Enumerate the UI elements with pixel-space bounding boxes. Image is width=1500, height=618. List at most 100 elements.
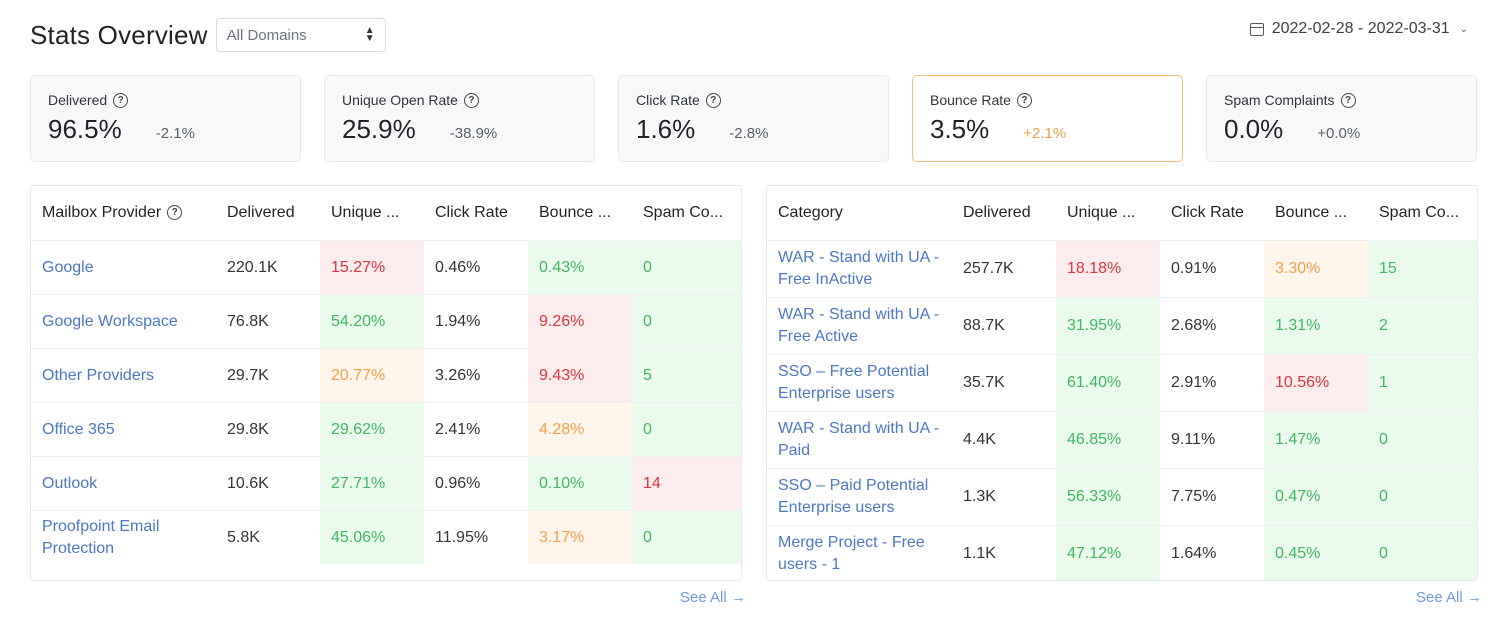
spam-cell: 14 (632, 456, 741, 511)
table-row: WAR - Stand with UA - Free InActive 257.… (767, 240, 1477, 298)
table-row: Google Workspace 76.8K 54.20% 1.94% 9.26… (31, 294, 741, 349)
delivered-cell: 10.6K (216, 456, 320, 511)
delivered-cell: 35.7K (952, 354, 1056, 412)
help-icon[interactable]: ? (463, 92, 479, 108)
card-label-row: Bounce Rate ? (930, 92, 1165, 108)
chevron-down-icon: ⌄ (1459, 23, 1468, 35)
help-icon[interactable]: ? (167, 205, 183, 221)
card-spam-complaints[interactable]: Spam Complaints ? 0.0% +0.0% (1206, 75, 1477, 162)
card-label: Click Rate (636, 92, 700, 108)
category-link[interactable]: Merge Project - Free users - 1 (767, 525, 952, 580)
category-link[interactable]: WAR - Stand with UA - Paid (767, 411, 952, 469)
help-icon[interactable]: ? (705, 92, 721, 108)
see-all-categories-link[interactable]: See All → (1416, 589, 1482, 606)
column-header[interactable]: Mailbox Provider? (31, 186, 216, 241)
open-rate-cell: 18.18% (1056, 240, 1160, 298)
column-header[interactable]: Unique ... (331, 204, 400, 221)
click-rate-cell: 2.41% (424, 402, 528, 457)
category-link[interactable]: SSO – Free Potential Enterprise users (767, 354, 952, 412)
delivered-cell: 5.8K (216, 510, 320, 564)
click-rate-cell: 1.94% (424, 294, 528, 349)
column-header[interactable]: Unique ... (1067, 204, 1136, 221)
card-unique-open-rate[interactable]: Unique Open Rate ? 25.9% -38.9% (324, 75, 595, 162)
card-values: 96.5% -2.1% (48, 114, 283, 145)
open-rate-cell: 61.40% (1056, 354, 1160, 412)
delivered-cell: 29.7K (216, 348, 320, 403)
card-change: +0.0% (1317, 125, 1361, 142)
spam-cell: 5 (632, 348, 741, 403)
column-header[interactable]: Bounce ... (539, 204, 612, 221)
click-rate-cell: 9.11% (1160, 411, 1264, 469)
column-header[interactable]: Spam Co... (1379, 204, 1460, 221)
provider-link[interactable]: Outlook (31, 456, 216, 511)
card-value: 1.6% (636, 114, 696, 144)
delivered-cell: 220.1K (216, 240, 320, 295)
help-icon[interactable]: ? (1340, 92, 1356, 108)
category-link[interactable]: WAR - Stand with UA - Free Active (767, 297, 952, 355)
card-change: -38.9% (449, 125, 498, 142)
card-value: 3.5% (930, 114, 990, 144)
provider-link[interactable]: Other Providers (31, 348, 216, 403)
provider-link[interactable]: Office 365 (31, 402, 216, 457)
provider-link[interactable]: Google (31, 240, 216, 295)
open-rate-cell: 45.06% (320, 510, 424, 564)
column-header[interactable]: Category (778, 204, 843, 221)
date-range-picker[interactable]: 2022-02-28 - 2022-03-31 ⌄ (1249, 20, 1468, 38)
help-icon[interactable]: ? (1016, 92, 1032, 108)
open-rate-cell: 31.95% (1056, 297, 1160, 355)
column-header[interactable]: Delivered (227, 204, 295, 221)
click-rate-cell: 2.68% (1160, 297, 1264, 355)
category-link[interactable]: WAR - Stand with UA - Free InActive (767, 240, 952, 298)
column-header[interactable]: Click Rate (1171, 204, 1244, 221)
spam-cell: 2 (1368, 297, 1477, 355)
table-row: Office 365 29.8K 29.62% 2.41% 4.28% 0 (31, 402, 741, 457)
bounce-rate-cell: 0.45% (1264, 525, 1368, 580)
date-range-label: 2022-02-28 - 2022-03-31 (1271, 20, 1450, 37)
provider-link[interactable]: Google Workspace (31, 294, 216, 349)
open-rate-cell: 54.20% (320, 294, 424, 349)
delivered-cell: 88.7K (952, 297, 1056, 355)
card-delivered[interactable]: Delivered ? 96.5% -2.1% (30, 75, 301, 162)
provider-link[interactable]: Proofpoint Email Protection (31, 510, 216, 564)
bounce-rate-cell: 3.17% (528, 510, 632, 564)
bounce-rate-cell: 9.43% (528, 348, 632, 403)
card-label-row: Spam Complaints ? (1224, 92, 1459, 108)
help-icon[interactable]: ? (113, 92, 129, 108)
domain-select[interactable]: All Domains ▲ ▼ (215, 18, 386, 52)
table-row: WAR - Stand with UA - Free Active 88.7K … (767, 297, 1477, 355)
card-click-rate[interactable]: Click Rate ? 1.6% -2.8% (618, 75, 889, 162)
open-rate-cell: 15.27% (320, 240, 424, 295)
spam-cell: 0 (632, 294, 741, 349)
bounce-rate-cell: 4.28% (528, 402, 632, 457)
bounce-rate-cell: 0.43% (528, 240, 632, 295)
column-header[interactable]: Click Rate (435, 204, 508, 221)
column-header[interactable]: Spam Co... (643, 204, 724, 221)
column-header[interactable]: Bounce ... (1275, 204, 1348, 221)
card-values: 1.6% -2.8% (636, 114, 871, 145)
delivered-cell: 4.4K (952, 411, 1056, 469)
card-values: 25.9% -38.9% (342, 114, 577, 145)
card-change: +2.1% (1023, 125, 1067, 142)
domain-select-value: All Domains (226, 26, 307, 44)
card-label: Bounce Rate (930, 92, 1011, 108)
click-rate-cell: 0.46% (424, 240, 528, 295)
spam-cell: 0 (632, 510, 741, 564)
table-row: SSO – Paid Potential Enterprise users 1.… (767, 468, 1477, 526)
card-change: -2.8% (729, 125, 769, 142)
see-all-providers-link[interactable]: See All → (680, 589, 746, 606)
spam-cell: 0 (1368, 411, 1477, 469)
column-header[interactable]: Delivered (963, 204, 1031, 221)
mailbox-provider-table: Mailbox Provider? Delivered Unique ... C… (30, 185, 742, 581)
stat-cards: Delivered ? 96.5% -2.1% Unique Open Rate… (30, 75, 1477, 162)
spam-cell: 0 (632, 240, 741, 295)
open-rate-cell: 46.85% (1056, 411, 1160, 469)
click-rate-cell: 0.96% (424, 456, 528, 511)
click-rate-cell: 2.91% (1160, 354, 1264, 412)
bounce-rate-cell: 9.26% (528, 294, 632, 349)
card-change: -2.1% (155, 125, 195, 142)
card-bounce-rate[interactable]: Bounce Rate ? 3.5% +2.1% (912, 75, 1183, 162)
open-rate-cell: 20.77% (320, 348, 424, 403)
category-link[interactable]: SSO – Paid Potential Enterprise users (767, 468, 952, 526)
table-row: SSO – Free Potential Enterprise users 35… (767, 354, 1477, 412)
table-row: Outlook 10.6K 27.71% 0.96% 0.10% 14 (31, 456, 741, 511)
